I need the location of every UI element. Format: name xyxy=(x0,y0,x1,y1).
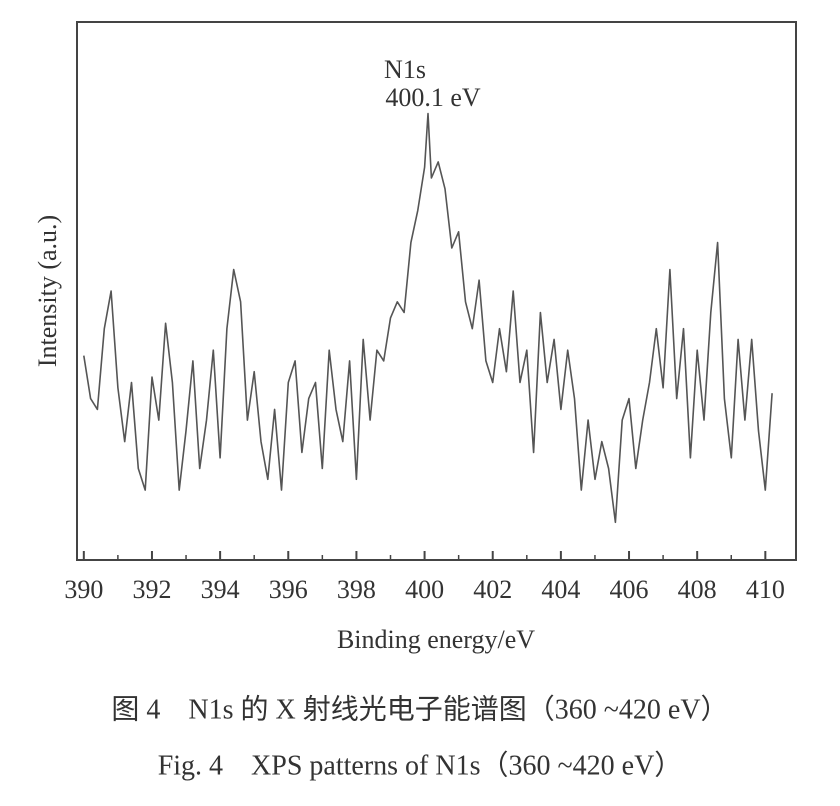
x-tick-label: 394 xyxy=(201,575,240,604)
x-tick-label: 390 xyxy=(64,575,103,604)
x-axis-label: Binding energy/eV xyxy=(337,625,535,654)
x-tick-label: 392 xyxy=(132,575,171,604)
y-axis-label: Intensity (a.u.) xyxy=(33,215,62,367)
caption: 图 4 N1s 的 X 射线光电子能谱图（360 ~420 eV） xyxy=(111,693,728,725)
x-tick-label: 404 xyxy=(541,575,580,604)
x-tick-label: 410 xyxy=(746,575,785,604)
x-tick-label: 398 xyxy=(337,575,376,604)
x-tick-label: 402 xyxy=(473,575,512,604)
x-tick-label: 406 xyxy=(610,575,649,604)
peak-annotation: 400.1 eV xyxy=(385,83,481,112)
x-tick-label: 408 xyxy=(678,575,717,604)
caption: Fig. 4 XPS patterns of N1s（360 ~420 eV） xyxy=(158,749,683,781)
x-tick-label: 396 xyxy=(269,575,308,604)
x-tick-label: 400 xyxy=(405,575,444,604)
plot-frame xyxy=(76,21,797,561)
peak-annotation: N1s xyxy=(384,55,426,84)
spectrum-line xyxy=(83,112,773,524)
